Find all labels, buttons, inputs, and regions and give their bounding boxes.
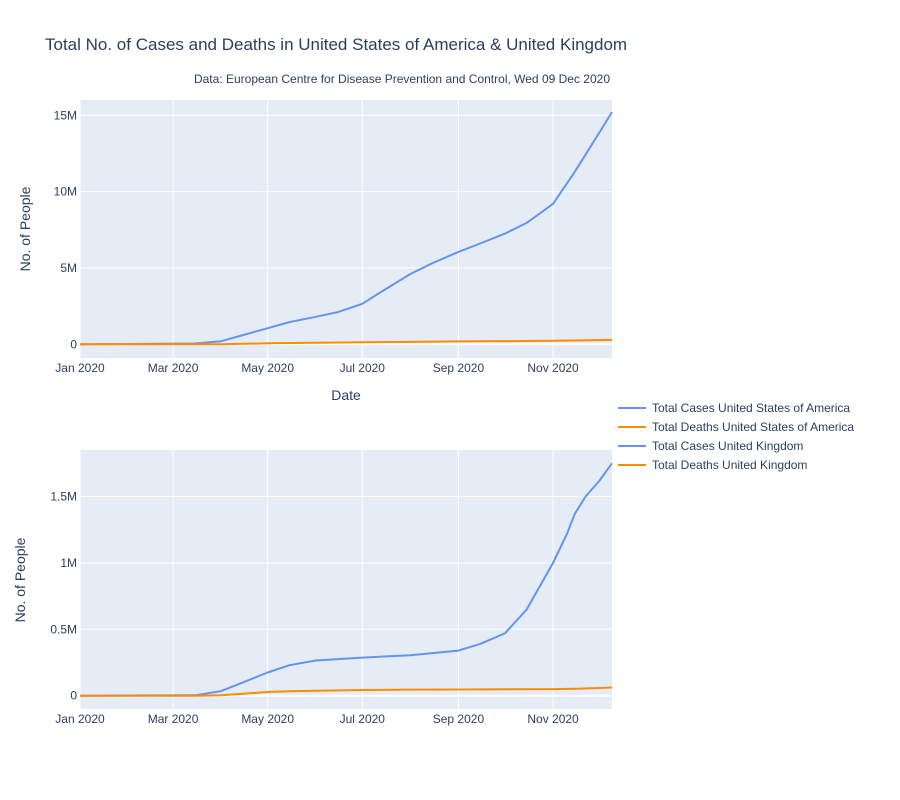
y-tick-label: 0.5M (50, 622, 77, 636)
x-tick-label: Jul 2020 (340, 712, 386, 726)
legend-label-uk-deaths: Total Deaths United Kingdom (652, 458, 807, 472)
y-tick-label: 15M (54, 108, 77, 122)
x-tick-label: May 2020 (241, 712, 294, 726)
series-top (79, 111, 613, 346)
series-line (79, 111, 613, 346)
legend-label-uk-cases: Total Cases United Kingdom (652, 439, 803, 453)
x-tick-label: Sep 2020 (433, 361, 485, 375)
y-tick-label: 1M (60, 556, 77, 570)
x-tick-label: Nov 2020 (527, 712, 579, 726)
plot-area-top (80, 100, 612, 358)
x-tick-label: Jul 2020 (340, 361, 386, 375)
x-tick-label: Mar 2020 (148, 361, 199, 375)
y-tick-label: 1.5M (50, 489, 77, 503)
x-tick-label: Jan 2020 (55, 361, 105, 375)
y-tick-label: 5M (60, 261, 77, 275)
legend-label-us-cases: Total Cases United States of America (652, 401, 850, 415)
legend-item-us-deaths[interactable]: Total Deaths United States of America (618, 420, 854, 434)
yticks-bottom: 0 0.5M 1M 1.5M (50, 489, 77, 702)
legend-label-us-deaths: Total Deaths United States of America (652, 420, 854, 434)
x-tick-label: Jan 2020 (55, 712, 105, 726)
subplot-bottom: 0 0.5M 1M 1.5M Jan 2020 Mar 2020 May 2020 Jul … (12, 450, 613, 726)
chart-subtitle: Data: European Centre for Disease Preven… (194, 72, 610, 86)
y-axis-title-bottom: No. of People (12, 537, 28, 622)
chart-title: Total No. of Cases and Deaths in United … (45, 35, 627, 54)
legend-item-us-cases[interactable]: Total Cases United States of America (618, 401, 850, 415)
yticks-top: 0 5M 10M 15M (54, 108, 78, 351)
gridlines-bottom (79, 450, 612, 709)
x-tick-label: Nov 2020 (527, 361, 579, 375)
gridlines-top (79, 100, 612, 358)
xticks-bottom: Jan 2020 Mar 2020 May 2020 Jul 2020 Sep 2020… (55, 712, 579, 726)
y-axis-title-top: No. of People (17, 186, 33, 271)
y-tick-label: 0 (70, 337, 77, 351)
legend: Total Cases United States of America Tot… (618, 401, 854, 472)
y-tick-label: 0 (70, 689, 77, 703)
series-bottom (79, 462, 613, 697)
x-tick-label: Mar 2020 (148, 712, 199, 726)
x-tick-label: May 2020 (241, 361, 294, 375)
x-tick-label: Sep 2020 (433, 712, 485, 726)
legend-item-uk-deaths[interactable]: Total Deaths United Kingdom (618, 458, 807, 472)
plot-area-bottom (80, 450, 612, 709)
legend-item-uk-cases[interactable]: Total Cases United Kingdom (618, 439, 803, 453)
subplot-top: 0 5M 10M 15M Jan 2020 Mar 2020 May 2020 Jul 20… (17, 100, 613, 403)
series-line (80, 686, 613, 697)
xticks-top: Jan 2020 Mar 2020 May 2020 Jul 2020 Sep 2020… (55, 361, 579, 375)
series-line (80, 338, 613, 346)
series-line (79, 462, 613, 697)
x-axis-title-top: Date (331, 387, 361, 403)
y-tick-label: 10M (54, 185, 77, 199)
